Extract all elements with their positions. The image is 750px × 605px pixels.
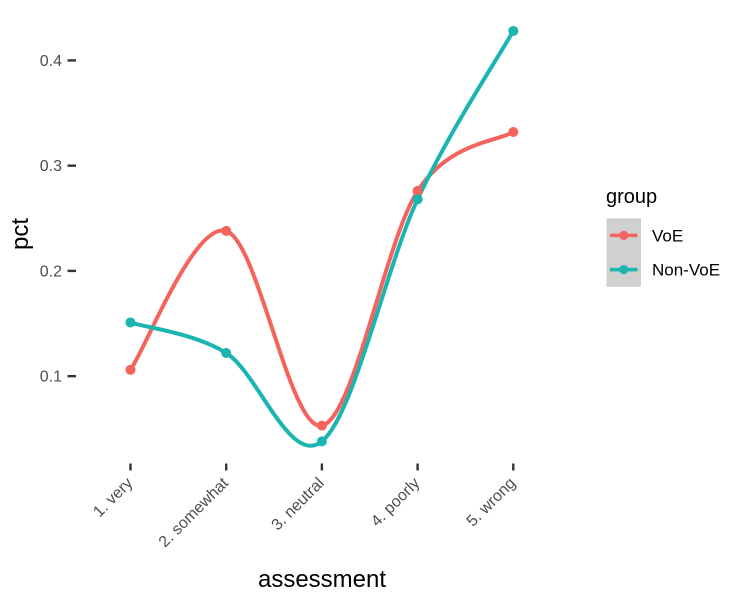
x-tick-label-4-poorly: 4. poorly: [368, 475, 423, 530]
x-tick-label-3-neutral: 3. neutral: [269, 475, 328, 534]
legend-label-voe: VoE: [652, 226, 683, 245]
legend-title: group: [606, 186, 657, 208]
y-tick-label: 0.1: [40, 369, 62, 386]
legend-keys: VoE Non-VoE: [606, 218, 720, 287]
y-axis-tick-marks: [67, 59, 76, 378]
series-lines: [128, 28, 516, 448]
x-axis-tick-labels: 1. very 2. somewhat 3. neutral 4. poorly 5. …: [90, 474, 519, 551]
series-line-voe: [128, 129, 516, 428]
data-point-voe-2-somewhat: [221, 225, 232, 236]
legend-key-point-non-voe: [619, 265, 629, 275]
y-tick-label: 0.4: [40, 53, 62, 70]
y-axis-tick-labels: 0.1 0.2 0.3 0.4: [40, 53, 62, 386]
y-tick-label: 0.3: [40, 158, 62, 175]
legend-label-non-voe: Non-VoE: [652, 261, 720, 280]
y-axis-title: pct: [7, 218, 34, 250]
data-point-non-voe-1-very: [125, 317, 136, 328]
data-point-non-voe-5-wrong: [508, 25, 519, 36]
x-axis-title: assessment: [258, 566, 386, 593]
series-points: [125, 25, 519, 447]
x-axis-tick-marks: [129, 463, 515, 471]
data-point-non-voe-2-somewhat: [221, 347, 232, 358]
data-point-voe-4-poorly: [412, 185, 423, 196]
data-point-voe-1-very: [125, 364, 136, 375]
x-tick-label-5-wrong: 5. wrong: [464, 475, 519, 530]
data-point-non-voe-3-neutral: [316, 436, 327, 447]
data-point-voe-3-neutral: [316, 420, 327, 431]
x-tick-label-2-somewhat: 2. somewhat: [156, 474, 233, 551]
series-line-non-voe: [128, 28, 516, 448]
y-tick-label: 0.2: [40, 263, 62, 280]
legend-key-point-voe: [619, 230, 629, 240]
data-point-non-voe-4-poorly: [412, 194, 423, 205]
legend: group VoE Non-VoE: [606, 186, 720, 287]
data-point-voe-5-wrong: [508, 126, 519, 137]
x-tick-label-1-very: 1. very: [90, 475, 136, 521]
